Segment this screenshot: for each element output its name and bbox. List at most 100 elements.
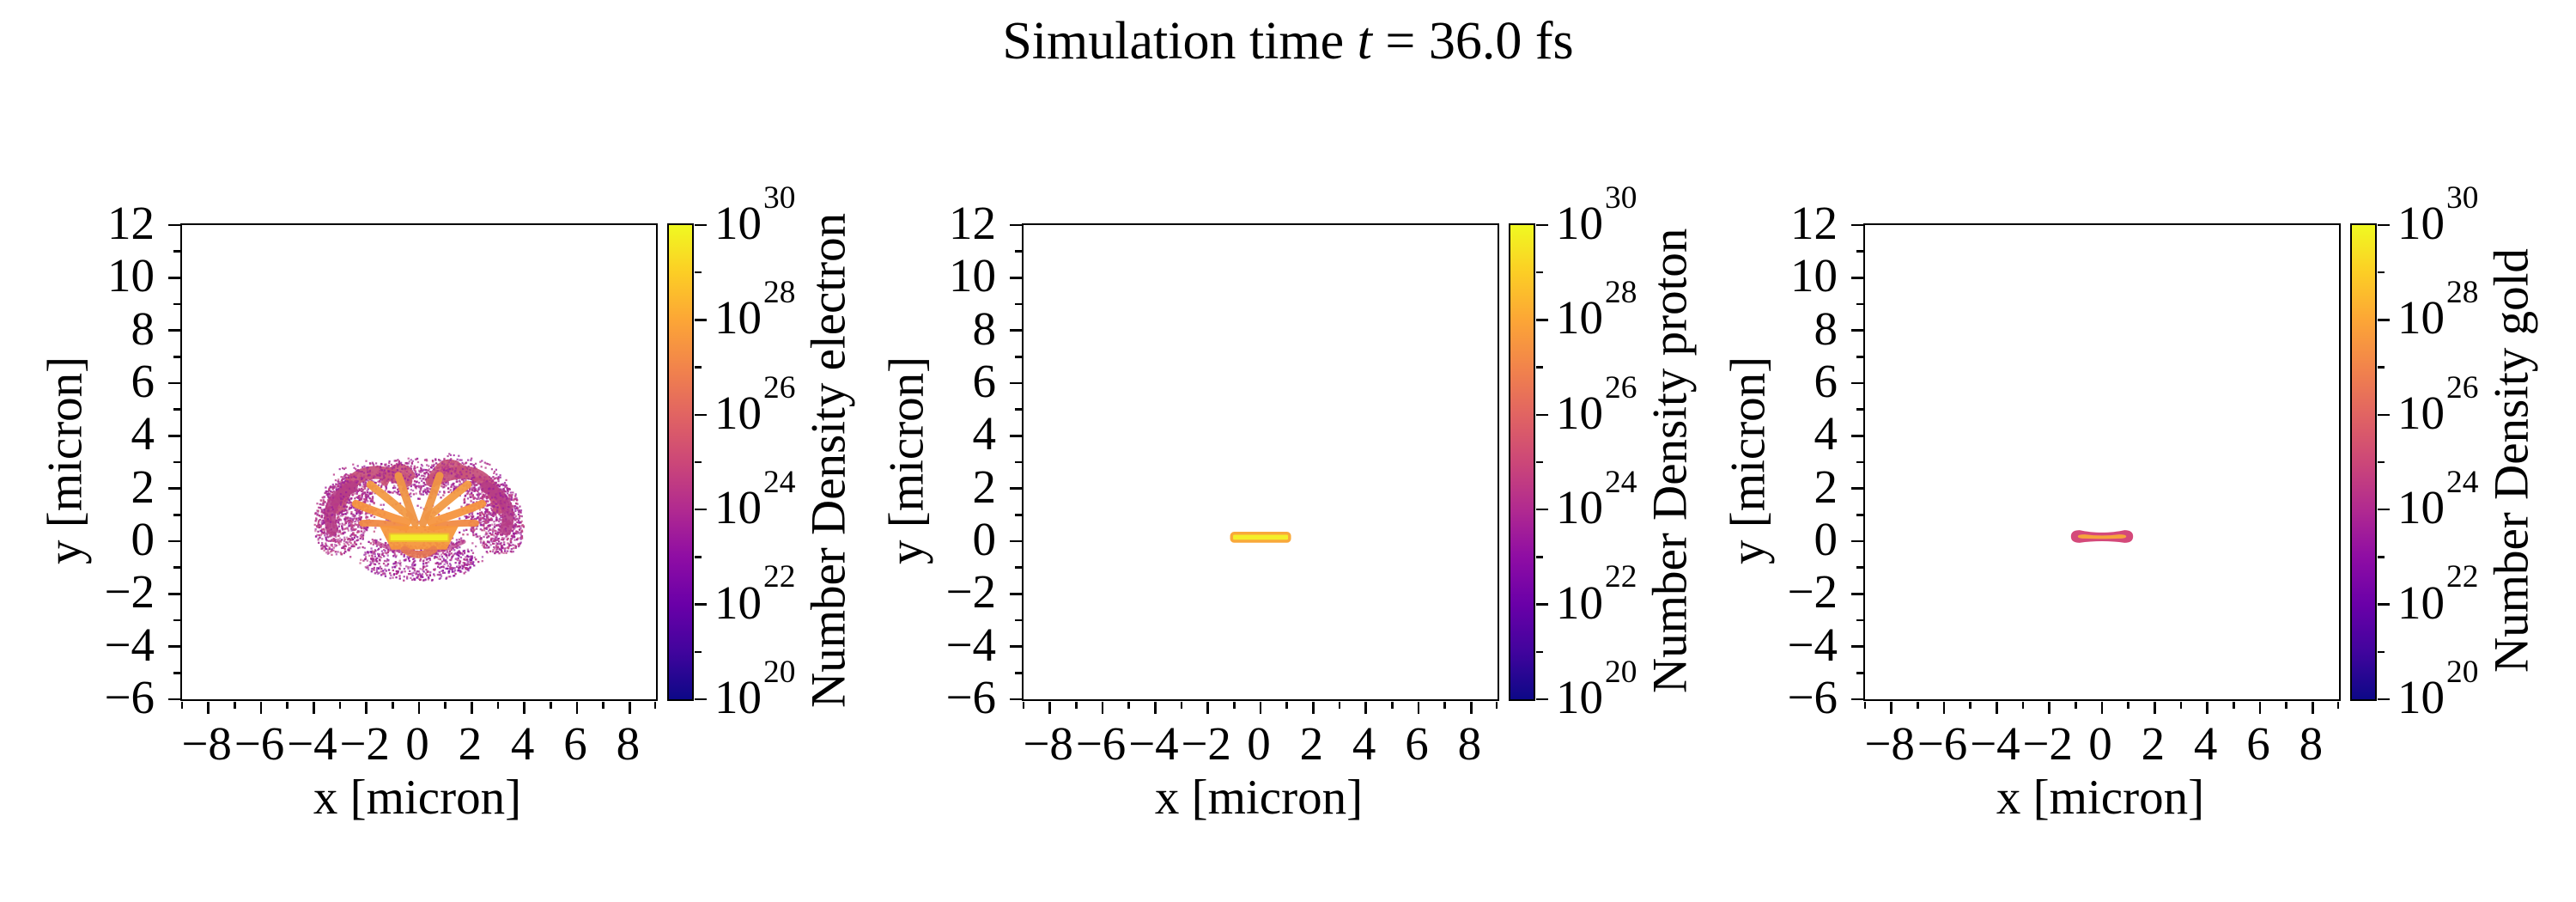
x-minor-tick — [1233, 701, 1236, 709]
electron-plume-arc — [480, 481, 514, 536]
colorbar-minor-tick — [694, 366, 702, 369]
colorbar-minor-tick — [1535, 366, 1543, 369]
chart-content — [1230, 532, 1291, 543]
colorbar-major-tick — [1535, 603, 1548, 606]
x-minor-tick — [653, 701, 657, 709]
title-variable: t — [1357, 12, 1372, 70]
colorbar-tick-base: 10 — [2397, 576, 2445, 629]
y-tick-label: 6 — [131, 355, 155, 407]
x-major-tick — [313, 701, 315, 714]
y-major-tick — [1009, 698, 1022, 701]
proton-density-plot — [1230, 532, 1291, 543]
colorbar-tick-label: 1030 — [2397, 182, 2561, 251]
x-major-tick — [629, 701, 631, 714]
y-tick-label: −4 — [945, 618, 996, 671]
x-tick-label: 4 — [510, 717, 535, 770]
x-minor-tick — [2233, 701, 2235, 709]
y-minor-tick — [1014, 460, 1022, 464]
y-major-tick — [1009, 381, 1022, 385]
y-tick-label: 10 — [1790, 249, 1838, 302]
y-tick-label: 4 — [1814, 407, 1838, 460]
x-minor-tick — [1075, 701, 1078, 709]
x-tick-label: −2 — [1181, 717, 1231, 770]
colorbar-minor-tick — [2377, 366, 2385, 369]
x-tick-label: 0 — [1247, 717, 1271, 770]
x-tick-label: 4 — [1352, 717, 1376, 770]
x-tick-label: −8 — [1023, 717, 1073, 770]
colorbar-major-tick — [1535, 413, 1548, 417]
colorbar-major-tick — [694, 603, 707, 606]
gold-target-core — [2077, 534, 2127, 539]
y-major-tick — [1009, 645, 1022, 648]
electron-plume-arc — [380, 463, 416, 486]
colorbar-major-tick — [1535, 698, 1548, 701]
y-major-tick — [167, 277, 180, 279]
y-major-tick — [1009, 329, 1022, 332]
x-tick-label: 8 — [616, 717, 641, 770]
colorbar-tick-exponent: 26 — [2446, 369, 2479, 405]
colorbar-minor-tick — [1535, 271, 1543, 274]
colorbar-tick-label: 1020 — [714, 656, 878, 725]
x-tick-label: 2 — [458, 717, 483, 770]
y-tick-label: 12 — [949, 197, 996, 249]
colorbar-tick-label: 1024 — [1556, 466, 1719, 535]
y-major-tick — [167, 329, 180, 332]
colorbar-tick-base: 10 — [2397, 291, 2445, 344]
colorbar-tick-base: 10 — [714, 481, 762, 534]
x-tick-label: −6 — [1075, 717, 1127, 770]
colorbar-minor-tick — [694, 650, 702, 654]
colorbar-tick-exponent: 20 — [763, 654, 796, 690]
y-tick-label: −2 — [1787, 565, 1838, 619]
x-major-tick — [1259, 701, 1262, 714]
x-minor-tick — [1863, 701, 1867, 709]
colorbar-tick-exponent: 24 — [1605, 465, 1637, 501]
y-minor-tick — [1014, 619, 1022, 622]
y-tick-label: 4 — [131, 407, 155, 460]
x-tick-label: −2 — [2022, 717, 2073, 770]
colorbar-tick-base: 10 — [714, 291, 762, 344]
colorbar-minor-tick — [1535, 556, 1543, 558]
colorbar-minor-tick — [694, 556, 702, 558]
x-minor-tick — [2179, 701, 2183, 709]
x-tick-label: −4 — [287, 717, 337, 770]
x-major-tick — [1048, 701, 1051, 714]
colorbar-tick-base: 10 — [714, 671, 762, 723]
colorbar-minor-tick — [694, 271, 702, 274]
colorbar — [1509, 223, 1548, 701]
y-major-tick — [1009, 487, 1022, 490]
colorbar-tick-exponent: 28 — [763, 275, 796, 311]
colorbar-tick-exponent: 30 — [1605, 180, 1637, 216]
y-tick-label: −2 — [945, 565, 996, 619]
colorbar — [2350, 223, 2390, 701]
y-minor-tick — [173, 460, 180, 464]
x-tick-label: 0 — [405, 717, 429, 770]
y-minor-tick — [1856, 619, 1863, 622]
x-tick-label: 8 — [2299, 717, 2324, 770]
colorbar-tick-exponent: 28 — [2446, 275, 2479, 311]
x-tick-label: −4 — [1970, 717, 2020, 770]
y-tick-label: 12 — [107, 197, 155, 249]
colorbar-tick-label: 1030 — [1556, 182, 1719, 251]
figure-title: Simulation time t = 36.0 fs — [0, 12, 2576, 70]
x-tick-label: −4 — [1128, 717, 1179, 770]
x-major-tick — [1364, 701, 1367, 714]
y-major-tick — [1850, 381, 1863, 385]
colorbar-tick-base: 10 — [1556, 576, 1603, 629]
x-tick-label: −8 — [181, 717, 232, 770]
x-minor-tick — [1391, 701, 1394, 709]
y-tick-label: 8 — [131, 302, 155, 355]
x-major-tick — [2312, 701, 2314, 714]
chart-content — [313, 453, 526, 582]
colorbar-tick-exponent: 28 — [1605, 275, 1637, 311]
y-major-tick — [167, 223, 180, 227]
colorbar-tick-label: 1026 — [714, 371, 878, 441]
x-major-tick — [417, 701, 421, 714]
colorbar-major-tick — [2377, 603, 2390, 606]
colorbar-tick-exponent: 24 — [2446, 465, 2479, 501]
x-major-tick — [471, 701, 473, 714]
colorbar-tick-base: 10 — [1556, 197, 1603, 249]
y-tick-label: 6 — [972, 355, 997, 407]
x-major-tick — [1996, 701, 1998, 714]
colorbar-tick-base: 10 — [1556, 291, 1603, 344]
